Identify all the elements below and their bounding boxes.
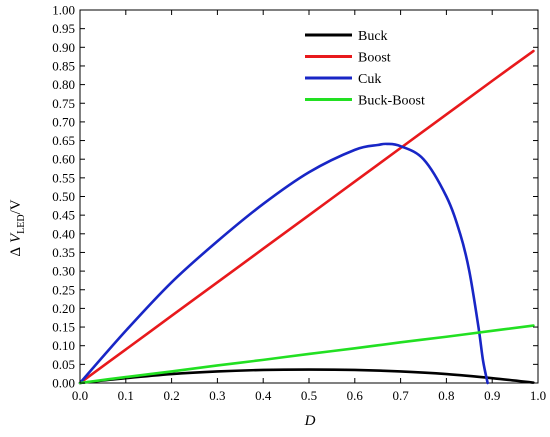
x-tick-label: 0.8 <box>438 388 454 403</box>
x-tick-label: 0.6 <box>347 388 364 403</box>
x-axis-title: D <box>304 413 316 429</box>
y-tick-label: 0.05 <box>52 357 75 372</box>
y-axis-title-subscript: LED <box>16 214 27 233</box>
y-tick-label: 0.60 <box>52 152 75 167</box>
plot-frame <box>79 9 539 384</box>
x-tick-label: 0.4 <box>255 388 272 403</box>
y-tick-label: 0.70 <box>52 114 75 129</box>
series-line-boost <box>78 49 535 385</box>
x-tick-label: 0.9 <box>484 388 500 403</box>
legend: Buck Boost Cuk Buck-Boost <box>305 29 425 109</box>
y-tick-label: 0.45 <box>52 208 75 223</box>
series-line-buck <box>78 368 535 385</box>
y-axis-title-variable: V <box>8 232 24 243</box>
y-tick-label: 0.95 <box>52 21 75 36</box>
x-tick-label: 0.1 <box>118 388 134 403</box>
legend-label-cuk: Cuk <box>358 72 381 87</box>
x-tick-label: 0.2 <box>163 388 179 403</box>
ticks-layer: 0.0 0.1 0.2 0.3 0.4 0.5 0.6 0.7 0.8 0.9 1.0 0.00 0.0… <box>52 3 546 404</box>
legend-label-boost: Boost <box>358 51 391 66</box>
plot-area <box>79 9 539 384</box>
y-tick-label: 1.00 <box>52 3 75 18</box>
x-tick-label: 0.3 <box>209 388 225 403</box>
legend-label-buck-boost: Buck-Boost <box>358 94 425 109</box>
y-tick-label: 0.75 <box>52 96 75 111</box>
y-tick-label: 0.10 <box>52 338 75 353</box>
y-tick-label: 0.25 <box>52 282 75 297</box>
x-tick-label: 0.7 <box>392 388 409 403</box>
y-axis-title-unit: /V <box>8 199 24 214</box>
x-tick-label: 0.5 <box>301 388 317 403</box>
y-tick-label: 0.35 <box>52 245 75 260</box>
y-tick-label: 0.55 <box>52 170 75 185</box>
y-tick-label: 0.65 <box>52 133 75 148</box>
y-tick-label: 0.80 <box>52 77 75 92</box>
series-line-cuk <box>78 142 489 385</box>
y-tick-label: 0.85 <box>52 58 75 73</box>
y-axis-title-delta: Δ <box>8 247 24 257</box>
series-layer <box>78 49 535 385</box>
x-tick-label: 0.0 <box>72 388 88 403</box>
legend-label-buck: Buck <box>358 29 388 44</box>
x-tick-label: 1.0 <box>530 388 546 403</box>
y-tick-label: 0.40 <box>52 226 75 241</box>
series-line-buck-boost <box>78 324 535 385</box>
y-tick-label: 0.30 <box>52 264 75 279</box>
y-axis-title: ΔVLED/V <box>8 199 27 256</box>
y-tick-label: 0.90 <box>52 40 75 55</box>
y-tick-label: 0.50 <box>52 189 75 204</box>
y-tick-label: 0.15 <box>52 320 75 335</box>
y-tick-label: 0.20 <box>52 301 75 316</box>
y-tick-label: 0.00 <box>52 376 75 391</box>
